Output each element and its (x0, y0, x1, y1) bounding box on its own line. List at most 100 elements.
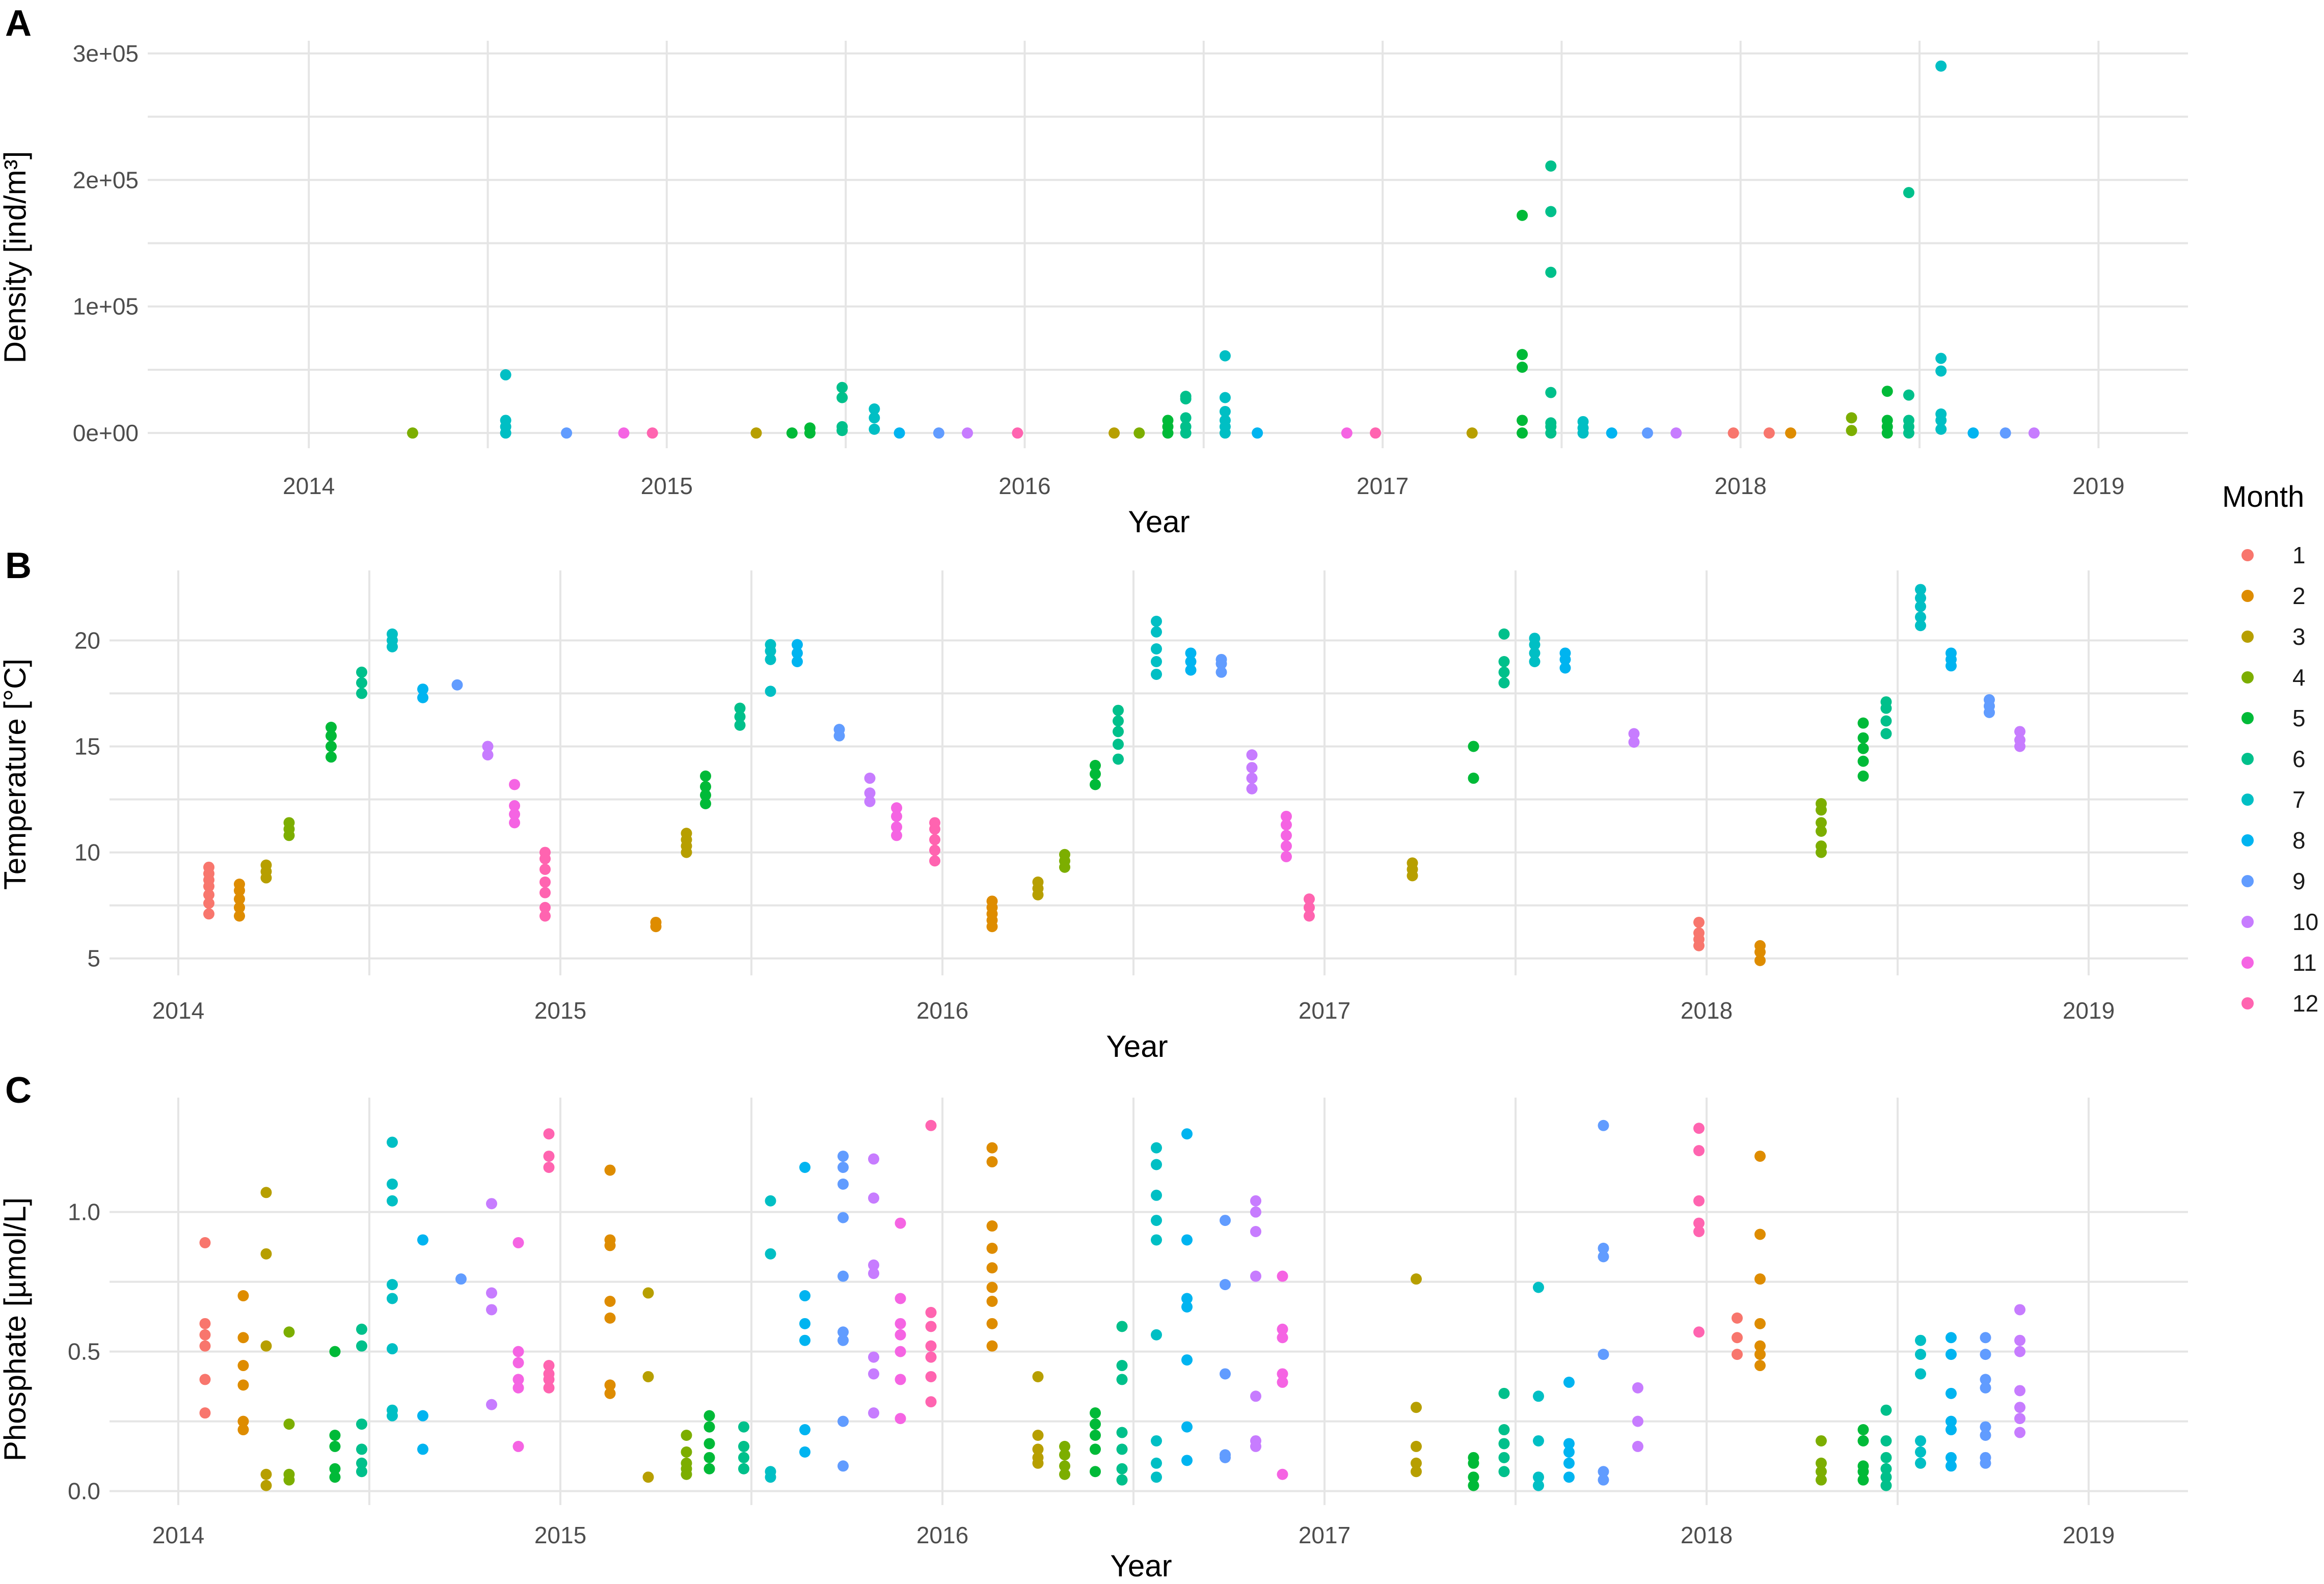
a-point-month-6 (1903, 389, 1914, 401)
a-point-month-8 (894, 427, 905, 439)
b-point-month-10 (1628, 728, 1640, 740)
c-point-month-10 (2014, 1346, 2025, 1357)
legend-key-month-10 (2241, 916, 2254, 928)
b-point-month-10 (864, 772, 876, 784)
b-point-month-6 (1498, 628, 1510, 640)
legend-key-month-8 (2241, 834, 2254, 846)
b-point-month-11 (1281, 851, 1292, 862)
a-point-month-6 (1903, 187, 1914, 199)
c-point-month-11 (512, 1440, 524, 1452)
c-point-month-8 (417, 1234, 428, 1246)
c-point-month-4 (1816, 1466, 1827, 1478)
c-point-month-8 (1181, 1354, 1193, 1366)
c-point-month-1 (199, 1237, 211, 1248)
c-point-month-12 (1693, 1326, 1705, 1338)
c-point-month-2 (604, 1379, 616, 1391)
c-point-month-3 (642, 1371, 654, 1382)
a-ytick-label: 0e+00 (73, 420, 139, 446)
b-point-month-12 (539, 846, 551, 858)
c-point-month-11 (895, 1413, 906, 1425)
c-point-month-5 (704, 1438, 715, 1450)
b-point-month-12 (929, 855, 940, 867)
c-point-month-3 (260, 1480, 272, 1491)
c-point-month-10 (1632, 1440, 1643, 1452)
b-point-month-2 (234, 902, 245, 913)
a-point-month-6 (1903, 415, 1914, 426)
c-point-month-3 (260, 1187, 272, 1198)
b-point-month-5 (700, 770, 711, 782)
c-point-month-12 (543, 1360, 555, 1372)
b-point-month-2 (234, 879, 245, 890)
c-point-month-6 (356, 1457, 367, 1469)
c-point-month-4 (1059, 1460, 1070, 1472)
c-point-month-4 (681, 1457, 692, 1469)
c-point-month-8 (1181, 1128, 1193, 1140)
a-point-month-3 (1109, 427, 1120, 439)
c-point-month-6 (738, 1463, 749, 1474)
c-point-month-9 (1980, 1430, 1991, 1441)
c-point-month-9 (837, 1326, 849, 1338)
panel-a-label: A (5, 3, 32, 44)
c-point-month-5 (1857, 1460, 1869, 1472)
b-point-month-11 (891, 821, 902, 833)
b-point-month-11 (1281, 830, 1292, 841)
b-point-month-7 (1915, 592, 1926, 604)
b-ytick-label: 10 (74, 839, 100, 866)
b-point-month-5 (1468, 772, 1479, 784)
b-point-month-5 (326, 730, 337, 742)
c-point-month-11 (1277, 1468, 1288, 1480)
a-point-month-8 (1252, 427, 1263, 439)
legend-label-month-2: 2 (2292, 583, 2306, 609)
c-point-month-9 (1980, 1349, 1991, 1360)
b-point-month-5 (326, 722, 337, 733)
a-point-month-5 (1517, 209, 1528, 221)
legend-label-month-9: 9 (2292, 868, 2306, 894)
b-point-month-10 (1246, 783, 1258, 795)
c-point-month-9 (1980, 1421, 1991, 1433)
c-point-month-9 (1220, 1449, 1231, 1461)
a-point-month-12 (1370, 427, 1382, 439)
a-point-month-7 (1935, 352, 1947, 364)
legend-label-month-12: 12 (2292, 990, 2318, 1017)
a-point-month-5 (786, 427, 798, 439)
c-ytick-label: 0.0 (68, 1478, 100, 1505)
c-point-month-11 (512, 1357, 524, 1369)
c-point-month-7 (1533, 1390, 1544, 1402)
c-point-month-5 (1857, 1474, 1869, 1486)
c-point-month-11 (895, 1346, 906, 1357)
b-point-month-8 (1559, 647, 1571, 659)
c-point-month-7 (1915, 1435, 1926, 1446)
b-point-month-4 (283, 817, 295, 829)
b-point-month-1 (203, 889, 214, 900)
b-point-month-7 (1529, 656, 1541, 667)
c-point-month-8 (1181, 1301, 1193, 1313)
b-point-month-10 (482, 741, 494, 752)
c-point-month-9 (1980, 1452, 1991, 1463)
c-point-month-11 (895, 1329, 906, 1341)
c-point-month-6 (1116, 1321, 1128, 1332)
a-xtick-label: 2015 (641, 473, 693, 499)
a-point-month-7 (1219, 392, 1231, 403)
c-point-month-10 (1250, 1226, 1261, 1238)
c-point-month-5 (329, 1440, 341, 1452)
b-point-month-7 (1151, 615, 1162, 627)
a-point-month-5 (1517, 415, 1528, 426)
c-point-month-12 (1693, 1195, 1705, 1207)
a-xtick-label: 2016 (998, 473, 1050, 499)
b-point-month-4 (1816, 798, 1827, 809)
b-point-month-8 (1945, 647, 1957, 659)
c-point-month-7 (1533, 1435, 1544, 1446)
a-point-month-10 (962, 427, 974, 439)
legend-label-month-1: 1 (2292, 542, 2306, 568)
a-point-month-5 (804, 422, 816, 434)
legend-label-month-7: 7 (2292, 786, 2306, 813)
b-point-month-12 (539, 910, 551, 922)
c-point-month-2 (986, 1220, 998, 1232)
b-point-month-2 (650, 916, 662, 928)
panel-c-label: C (5, 1070, 32, 1111)
b-point-month-12 (539, 887, 551, 898)
a-point-month-6 (836, 392, 848, 403)
a-point-month-6 (836, 381, 848, 393)
b-point-month-6 (1113, 704, 1124, 716)
